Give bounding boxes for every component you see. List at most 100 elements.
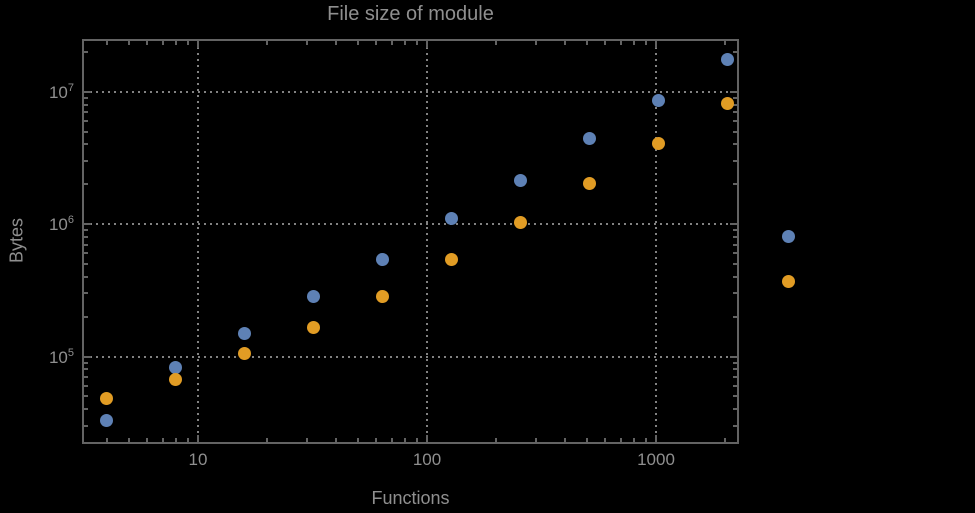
- x-minor-tick: [161, 438, 164, 442]
- y-minor-tick: [84, 120, 88, 123]
- y-minor-tick: [733, 361, 737, 364]
- y-minor-tick: [733, 424, 737, 427]
- data-point-series-1-blue: [513, 173, 527, 187]
- x-axis-label: Functions: [371, 488, 450, 508]
- x-minor-tick: [334, 438, 337, 442]
- y-minor-tick: [733, 103, 737, 106]
- y-minor-tick: [733, 292, 737, 295]
- data-point-series-2-orange: [582, 176, 596, 190]
- data-point-series-2-orange: [513, 215, 527, 229]
- y-minor-tick: [84, 315, 88, 318]
- x-minor-tick: [146, 41, 149, 45]
- x-minor-tick: [375, 438, 378, 442]
- y-minor-tick: [84, 103, 88, 106]
- plot-frame: [82, 39, 739, 444]
- x-minor-tick: [306, 41, 309, 45]
- x-minor-tick: [390, 41, 393, 45]
- y-minor-tick: [733, 384, 737, 387]
- x-minor-tick: [105, 438, 108, 442]
- y-minor-tick: [84, 229, 88, 232]
- x-minor-tick: [128, 438, 131, 442]
- y-minor-tick: [733, 235, 737, 238]
- y-minor-tick: [733, 159, 737, 162]
- x-minor-tick: [604, 41, 607, 45]
- data-point-series-1-blue: [582, 132, 596, 146]
- x-minor-tick: [403, 41, 406, 45]
- y-minor-tick: [84, 183, 88, 186]
- y-major-tick: [84, 355, 91, 358]
- y-minor-tick: [84, 376, 88, 378]
- y-minor-tick: [84, 243, 88, 246]
- gridline-horizontal: [84, 355, 737, 358]
- data-point-series-1-blue: [782, 229, 796, 243]
- gridline-horizontal: [84, 90, 737, 93]
- x-minor-tick: [105, 41, 108, 45]
- x-minor-tick: [723, 41, 726, 45]
- y-minor-tick: [84, 252, 88, 255]
- x-minor-tick: [306, 438, 309, 442]
- data-point-series-2-orange: [169, 373, 183, 387]
- x-major-tick: [197, 41, 199, 48]
- data-point-series-2-orange: [720, 96, 734, 110]
- data-point-series-2-orange: [238, 347, 252, 361]
- data-point-series-1-blue: [100, 413, 114, 427]
- x-minor-tick: [161, 41, 164, 45]
- y-major-tick: [730, 223, 737, 226]
- data-point-series-2-orange: [307, 321, 321, 335]
- x-minor-tick: [632, 41, 635, 45]
- y-minor-tick: [84, 292, 88, 295]
- x-minor-tick: [357, 438, 360, 442]
- y-minor-tick: [733, 395, 737, 398]
- chart-title: File size of module: [327, 3, 494, 25]
- x-minor-tick: [174, 41, 177, 45]
- x-minor-tick: [415, 41, 418, 45]
- y-minor-tick: [733, 111, 737, 114]
- x-minor-tick: [415, 438, 418, 442]
- y-minor-tick: [733, 96, 737, 99]
- y-tick-label: 105: [48, 346, 74, 367]
- y-minor-tick: [733, 252, 737, 255]
- gridline-vertical: [655, 41, 657, 442]
- y-minor-tick: [733, 143, 737, 146]
- x-minor-tick: [186, 41, 189, 45]
- y-minor-tick: [84, 384, 88, 387]
- y-minor-tick: [84, 50, 88, 53]
- x-minor-tick: [563, 41, 566, 45]
- data-point-series-1-blue: [651, 93, 665, 107]
- data-point-series-1-blue: [307, 289, 321, 303]
- y-minor-tick: [733, 262, 737, 265]
- data-point-series-1-blue: [720, 53, 734, 67]
- x-minor-tick: [357, 41, 360, 45]
- y-minor-tick: [84, 395, 88, 398]
- y-major-tick: [84, 90, 91, 93]
- x-major-tick: [197, 435, 199, 442]
- x-major-tick: [655, 435, 657, 442]
- x-minor-tick: [494, 41, 497, 45]
- x-minor-tick: [644, 438, 647, 442]
- y-minor-tick: [733, 229, 737, 232]
- x-minor-tick: [586, 41, 589, 45]
- x-minor-tick: [644, 41, 647, 45]
- x-minor-tick: [619, 438, 622, 442]
- y-major-tick: [730, 355, 737, 358]
- x-minor-tick: [619, 41, 622, 45]
- x-tick-label: 10: [188, 450, 208, 469]
- y-major-tick: [730, 90, 737, 93]
- y-minor-tick: [84, 262, 88, 265]
- y-minor-tick: [84, 275, 88, 278]
- x-minor-tick: [535, 438, 538, 442]
- x-minor-tick: [563, 438, 566, 442]
- x-major-tick: [426, 435, 428, 442]
- y-minor-tick: [733, 408, 737, 411]
- x-minor-tick: [174, 438, 177, 442]
- data-point-series-1-blue: [445, 211, 459, 225]
- y-minor-tick: [84, 96, 88, 99]
- x-minor-tick: [494, 438, 497, 442]
- data-point-series-1-blue: [238, 327, 252, 341]
- x-minor-tick: [128, 41, 131, 45]
- x-tick-label: 1000: [637, 450, 675, 469]
- x-major-tick: [426, 41, 428, 48]
- x-minor-tick: [586, 438, 589, 442]
- data-point-series-2-orange: [782, 275, 796, 289]
